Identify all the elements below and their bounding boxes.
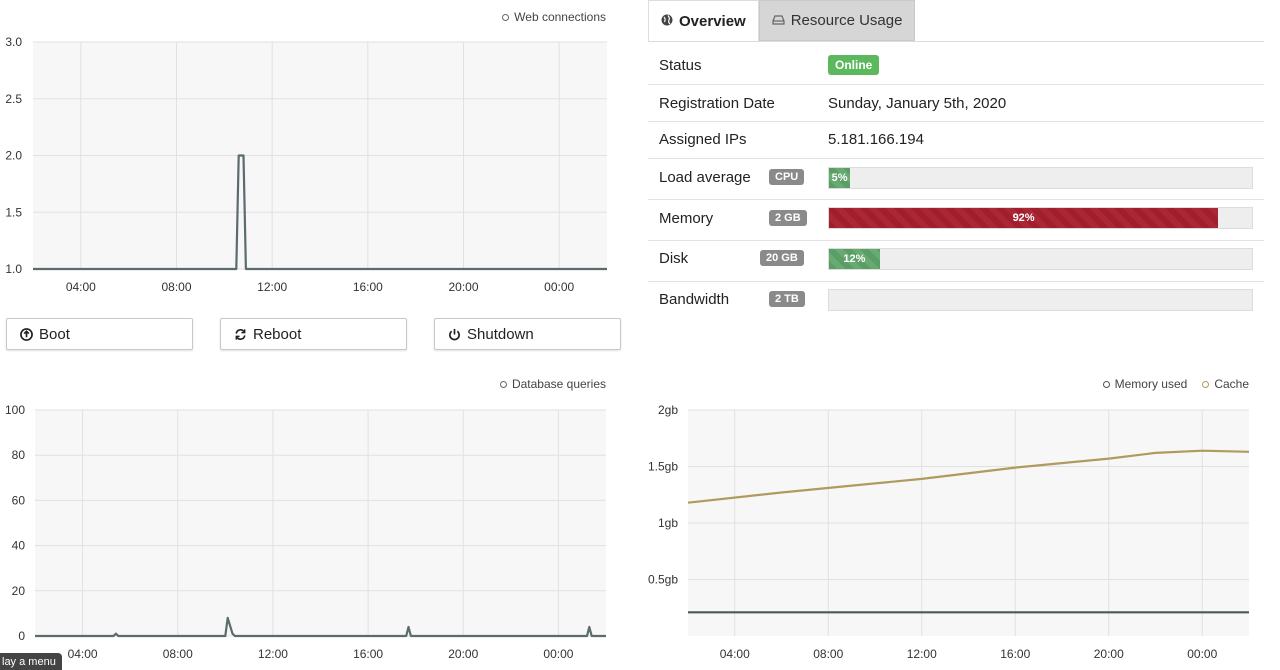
power-up-icon: [19, 327, 33, 341]
ips-label: Assigned IPs: [659, 131, 747, 148]
x-tick-label: 12:00: [258, 647, 288, 661]
x-tick-label: 20:00: [1094, 647, 1124, 661]
database-queries-legend: Database queries: [499, 377, 606, 391]
bandwidth-bar: [828, 289, 1253, 311]
series-line: [687, 449, 1250, 504]
x-tick-label: 04:00: [68, 647, 98, 661]
x-tick-label: 00:00: [544, 280, 574, 294]
tab-resource-usage-label: Resource Usage: [790, 12, 903, 29]
legend-dot-icon: [502, 13, 510, 21]
ips-row: Assigned IPs 5.181.166.194: [648, 122, 1264, 159]
y-tick-label: 1.0: [5, 262, 22, 276]
memory-usage-chart: 2gb 1.5gb 1gb 0.5gb 04:00 08:00 12:00 16:00 20:0…: [648, 403, 1250, 661]
disk-badge: 20 GB: [760, 250, 804, 266]
status-badge: Online: [828, 55, 880, 75]
load-row: Load average CPU 5%: [648, 159, 1264, 200]
disk-row: Disk 20 GB 12%: [648, 241, 1264, 282]
bandwidth-badge: 2 TB: [769, 291, 805, 307]
web-connections-chart: 3.0 2.5 2.0 1.5 1.0 04:00 08:00 12:00 16:00 20:00…: [5, 35, 607, 294]
y-tick-label: 20: [12, 584, 26, 598]
x-tick-label: 20:00: [448, 280, 478, 294]
y-tick-label: 1gb: [658, 516, 678, 530]
shutdown-button[interactable]: Shutdown: [434, 318, 621, 350]
y-tick-label: 80: [12, 448, 26, 462]
reboot-label: Reboot: [253, 325, 302, 343]
shutdown-label: Shutdown: [467, 325, 534, 343]
status-label: Status: [659, 57, 702, 74]
load-label: Load average: [659, 169, 751, 186]
power-icon: [447, 327, 461, 341]
cache-dot-icon: [1202, 380, 1210, 388]
memory-label: Memory: [659, 210, 714, 227]
memory-used-legend-label: Memory used: [1114, 377, 1188, 391]
disk-bar-fill: 12%: [829, 249, 880, 269]
memory-used-dot-icon: [1102, 380, 1110, 388]
memory-row: Memory 2 GB 92%: [648, 200, 1264, 241]
status-row: Status Online: [648, 47, 1264, 85]
x-tick-label: 20:00: [448, 647, 478, 661]
tab-overview-label: Overview: [679, 12, 746, 30]
y-tick-label: 0.5gb: [648, 573, 678, 587]
x-tick-label: 12:00: [257, 280, 287, 294]
cpu-badge: CPU: [769, 169, 805, 185]
refresh-icon: [233, 327, 247, 341]
series-line: [33, 154, 607, 271]
x-tick-label: 12:00: [907, 647, 937, 661]
globe-icon: [661, 13, 673, 30]
memory-chart-legend: Memory used Cache: [1102, 377, 1249, 391]
x-tick-label: 16:00: [353, 647, 383, 661]
y-tick-label: 40: [12, 539, 26, 553]
web-connections-legend: Web connections: [502, 10, 606, 24]
x-tick-label: 04:00: [66, 280, 96, 294]
bandwidth-label: Bandwidth: [659, 291, 730, 308]
database-queries-chart: 100 80 60 40 20 0 04:00 08:00 12:00 16:00 20:00 00:…: [5, 403, 606, 661]
y-tick-label: 60: [12, 493, 26, 507]
x-tick-label: 00:00: [1187, 647, 1217, 661]
y-tick-label: 2.0: [5, 149, 22, 163]
menu-tab[interactable]: lay a menu: [0, 653, 62, 670]
y-tick-label: 3.0: [5, 35, 22, 49]
legend-dot-icon: [499, 380, 507, 388]
y-tick-label: 1.5gb: [648, 460, 678, 474]
plot-area: [35, 410, 606, 636]
registration-value: Sunday, January 5th, 2020: [828, 95, 1007, 112]
hdd-icon: [772, 12, 785, 29]
y-tick-label: 0: [18, 629, 25, 643]
memory-badge: 2 GB: [769, 210, 807, 226]
x-tick-label: 08:00: [813, 647, 843, 661]
legend-label: Database queries: [511, 377, 606, 391]
load-bar: 5%: [828, 167, 1253, 189]
y-tick-label: 2gb: [658, 403, 678, 417]
x-tick-label: 08:00: [161, 280, 191, 294]
tab-overview[interactable]: Overview: [648, 0, 759, 41]
disk-label: Disk: [659, 250, 689, 267]
registration-label: Registration Date: [659, 95, 775, 112]
x-tick-label: 08:00: [163, 647, 193, 661]
y-tick-label: 1.5: [5, 205, 22, 219]
tabs-divider: [648, 41, 1264, 42]
memory-bar-fill: 92%: [829, 208, 1219, 228]
reboot-button[interactable]: Reboot: [220, 318, 407, 350]
x-tick-label: 16:00: [1000, 647, 1030, 661]
registration-row: Registration Date Sunday, January 5th, 2…: [648, 85, 1264, 122]
x-tick-label: 16:00: [353, 280, 383, 294]
series-line: [35, 616, 606, 638]
y-tick-label: 100: [5, 403, 25, 417]
y-tick-label: 2.5: [5, 92, 22, 106]
load-bar-fill: 5%: [829, 168, 851, 188]
bandwidth-row: Bandwidth 2 TB: [648, 282, 1264, 320]
cache-legend-label: Cache: [1214, 377, 1249, 391]
disk-bar: 12%: [828, 248, 1253, 270]
x-tick-label: 04:00: [720, 647, 750, 661]
server-tabs: Overview Resource Usage: [648, 0, 916, 42]
ips-value: 5.181.166.194: [828, 131, 924, 148]
x-tick-label: 00:00: [543, 647, 573, 661]
boot-label: Boot: [39, 325, 70, 343]
legend-label: Web connections: [514, 10, 606, 24]
tab-resource-usage[interactable]: Resource Usage: [758, 0, 916, 41]
memory-bar: 92%: [828, 207, 1253, 229]
boot-button[interactable]: Boot: [6, 318, 193, 350]
